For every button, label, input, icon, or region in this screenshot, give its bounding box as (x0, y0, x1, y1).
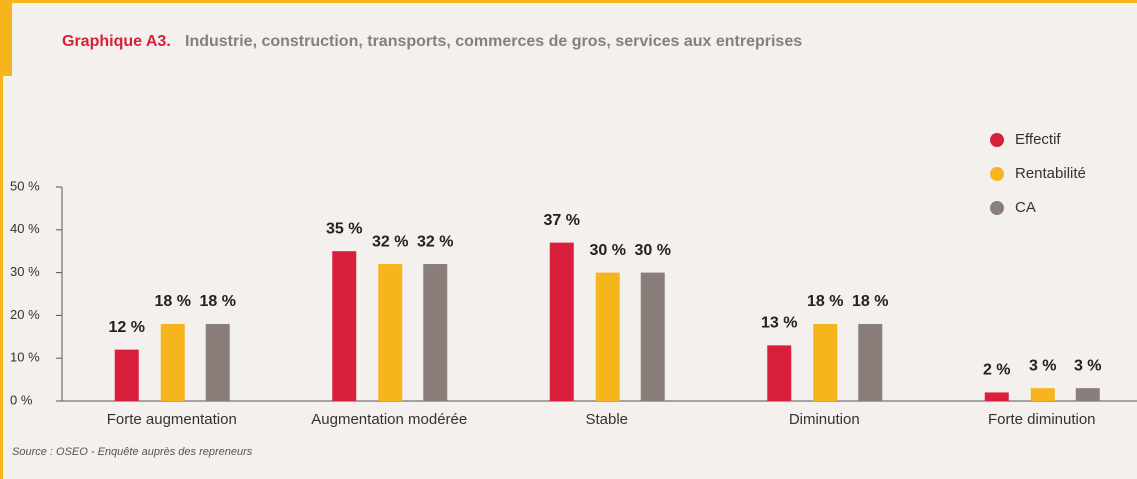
bar (1075, 388, 1100, 401)
y-tick-label: 40 % (10, 221, 40, 236)
side-border (0, 76, 3, 479)
top-border (0, 0, 1137, 3)
bar (595, 272, 620, 401)
chart-title: Industrie, construction, transports, com… (185, 33, 802, 50)
bar (984, 392, 1009, 401)
side-accent (0, 0, 12, 76)
value-label: 30 % (590, 242, 626, 259)
bar (160, 323, 185, 401)
bar (423, 264, 448, 401)
bar (378, 264, 403, 401)
value-label: 32 % (372, 233, 408, 250)
legend-label: Effectif (1015, 131, 1061, 148)
x-tick-label: Diminution (789, 411, 860, 428)
value-label: 3 % (1029, 357, 1057, 374)
x-tick-label: Forte diminution (988, 411, 1096, 428)
y-tick-label: 0 % (10, 392, 33, 407)
source: Source : OSEO - Enquête auprès des repre… (12, 446, 253, 458)
value-label: 18 % (852, 293, 888, 310)
x-tick-label: Forte augmentation (107, 411, 237, 428)
bar (205, 323, 230, 401)
legend-label: CA (1015, 199, 1036, 216)
value-label: 35 % (326, 220, 362, 237)
value-label: 18 % (155, 293, 191, 310)
bar (332, 251, 357, 401)
y-tick-label: 10 % (10, 350, 40, 365)
value-label: 18 % (807, 293, 843, 310)
bar (1030, 388, 1055, 401)
legend-marker (990, 201, 1004, 215)
title-prefix: Graphique A3. (62, 33, 171, 50)
y-tick-label: 30 % (10, 264, 40, 279)
value-label: 32 % (417, 233, 453, 250)
bar (813, 323, 838, 401)
bar (640, 272, 665, 401)
value-label: 30 % (635, 242, 671, 259)
x-tick-label: Stable (585, 411, 628, 428)
value-label: 2 % (983, 362, 1011, 379)
bar (767, 345, 792, 401)
value-label: 37 % (544, 212, 580, 229)
bar (114, 349, 139, 401)
value-label: 12 % (109, 319, 145, 336)
value-label: 18 % (200, 293, 236, 310)
bar (549, 242, 574, 401)
value-label: 3 % (1074, 357, 1102, 374)
x-tick-label: Augmentation modérée (311, 411, 467, 428)
legend-marker (990, 133, 1004, 147)
legend-marker (990, 167, 1004, 181)
bar (858, 323, 883, 401)
y-tick-label: 50 % (10, 178, 40, 193)
legend-label: Rentabilité (1015, 165, 1086, 182)
value-label: 13 % (761, 315, 797, 332)
y-tick-label: 20 % (10, 307, 40, 322)
